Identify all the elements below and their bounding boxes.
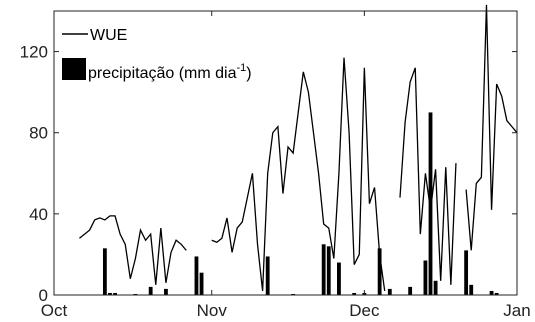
precip-bar-1 xyxy=(108,292,112,295)
legend-precip-close: ) xyxy=(246,65,251,82)
precip-bar-11 xyxy=(326,246,331,295)
y-tick-label-0: 0 xyxy=(39,286,48,305)
legend: WUE precipitação (mm dia-1) xyxy=(62,27,252,82)
precipitation-bars xyxy=(102,112,499,296)
precip-bar-20 xyxy=(433,280,438,295)
precip-bar-22 xyxy=(469,284,474,295)
legend-wue-label: WUE xyxy=(90,27,127,44)
precip-bar-4 xyxy=(148,286,153,295)
precip-bar-8 xyxy=(265,256,270,295)
precip-bar-18 xyxy=(423,260,428,295)
plot-frame xyxy=(53,10,518,296)
precip-bar-9 xyxy=(291,293,296,295)
y-tick-label-40: 40 xyxy=(29,205,48,224)
legend-precipitation-swatch xyxy=(62,58,86,80)
wue-line-segment-2 xyxy=(399,67,457,285)
x-tick-label-Nov: Nov xyxy=(197,301,228,320)
x-axis-ticks: Oct Nov Dec Jan xyxy=(41,11,531,320)
y-tick-label-80: 80 xyxy=(29,124,48,143)
x-tick-label-Jan: Jan xyxy=(503,301,530,320)
precip-bar-16 xyxy=(387,288,392,295)
x-tick-label-Dec: Dec xyxy=(349,301,380,320)
y-tick-label-120: 120 xyxy=(20,43,48,62)
wue-line-segment-3 xyxy=(465,4,518,251)
precip-bar-13 xyxy=(352,292,357,295)
y-axis-ticks: 0 40 80 120 xyxy=(20,43,517,305)
x-tick-label-Oct: Oct xyxy=(41,301,68,320)
precip-bar-21 xyxy=(464,250,469,295)
legend-precipitation-label: precipitação (mm dia-1) xyxy=(88,62,252,82)
axes xyxy=(53,10,518,296)
precip-bar-19 xyxy=(428,112,433,296)
legend-precip-main: precipitação (mm dia xyxy=(88,65,237,82)
legend-precip-sup: -1 xyxy=(237,62,247,74)
precip-bar-7 xyxy=(199,272,204,295)
precip-bar-17 xyxy=(408,286,413,295)
precip-bar-23 xyxy=(489,290,494,295)
precip-bar-12 xyxy=(337,262,341,295)
wue-line-segment-1 xyxy=(211,57,386,292)
precip-bar-3 xyxy=(133,293,138,295)
wue-line-series xyxy=(79,4,518,292)
precip-bar-5 xyxy=(164,288,168,295)
precip-bar-0 xyxy=(102,248,107,295)
precip-bar-6 xyxy=(194,256,199,295)
precip-bar-15 xyxy=(377,248,382,295)
precip-bar-2 xyxy=(113,292,117,295)
precip-bar-10 xyxy=(321,244,326,295)
precip-bar-24 xyxy=(494,292,499,295)
wue-line-segment-0 xyxy=(79,215,187,285)
